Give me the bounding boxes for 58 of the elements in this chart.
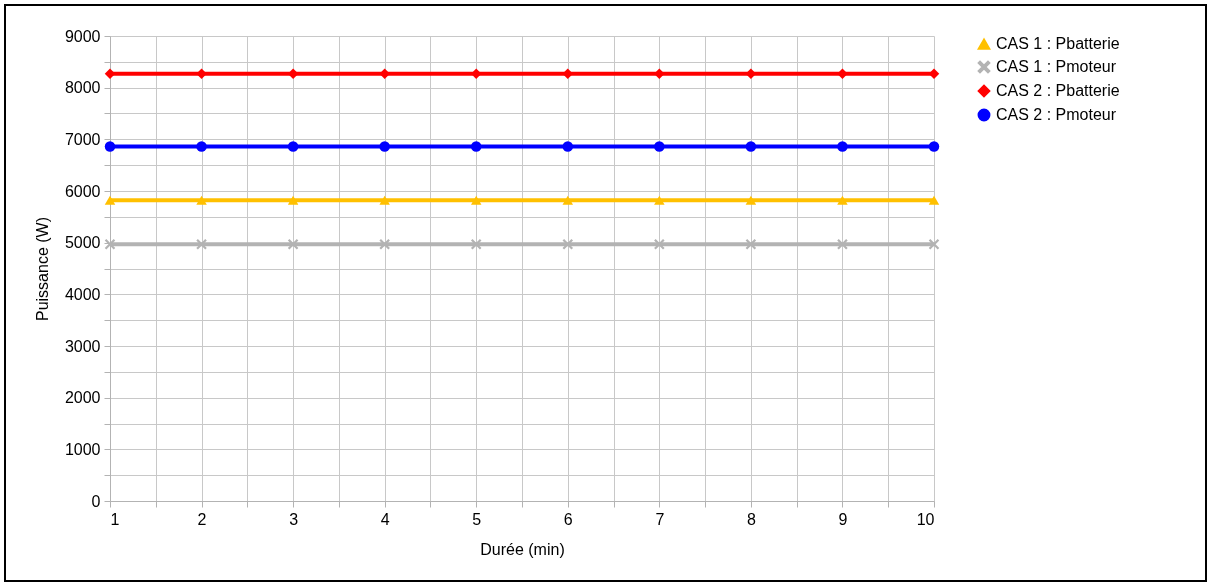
point: [379, 141, 390, 152]
point: [196, 238, 207, 250]
point: [928, 195, 940, 205]
point: [745, 195, 757, 205]
legend-label: CAS 2 : Pmoteur: [996, 106, 1117, 123]
point: [287, 238, 299, 250]
point: [104, 141, 116, 152]
y-tick-label: 3000: [64, 337, 101, 355]
point: [562, 141, 574, 152]
point: [196, 195, 207, 205]
x-tick-label: 5: [472, 510, 482, 528]
point: [470, 141, 482, 152]
point: [470, 238, 482, 250]
y-tick-label: 4000: [64, 285, 101, 303]
point: [837, 141, 848, 152]
point: [287, 141, 299, 152]
y-tick-label: 7000: [64, 130, 101, 148]
x-tick-label: 6: [563, 510, 573, 528]
x-tick-label: 1: [110, 510, 120, 528]
x-tick-label: 3: [289, 510, 299, 528]
y-tick-label: 1000: [64, 440, 101, 458]
point: [470, 195, 482, 205]
x-tick-label: 2: [197, 510, 207, 528]
point: [562, 195, 574, 205]
point: [196, 141, 207, 152]
y-axis-title: Puissance (W): [33, 216, 51, 322]
legend-label: CAS 1 : Pbatterie: [996, 35, 1120, 52]
x-axis-title: Durée (min): [480, 540, 565, 558]
point: [654, 238, 665, 250]
point: [104, 238, 116, 250]
point: [745, 141, 757, 152]
point: [196, 68, 207, 79]
point: [837, 238, 848, 250]
point: [745, 238, 757, 250]
point: [562, 238, 574, 250]
x-tick-label: 10: [916, 510, 935, 528]
point: [654, 195, 665, 205]
legend-label: CAS 1 : Pmoteur: [996, 58, 1117, 75]
point: [928, 141, 940, 152]
point: [654, 141, 665, 152]
point: [837, 195, 848, 205]
y-tick-label: 9000: [64, 27, 101, 45]
y-tick-label: 6000: [64, 182, 101, 200]
y-tick-label: 5000: [64, 234, 101, 252]
x-tick-label: 8: [746, 510, 756, 528]
x-tick-label: 4: [380, 510, 390, 528]
x-tick-label: 7: [655, 510, 665, 528]
point: [379, 238, 390, 250]
point: [837, 68, 848, 79]
y-tick-label: 8000: [64, 79, 101, 97]
y-tick-label: 2000: [64, 389, 101, 407]
point: [928, 238, 940, 250]
x-tick-label: 9: [838, 510, 848, 528]
point: [287, 195, 299, 205]
legend-label: CAS 2 : Pbatterie: [996, 82, 1120, 99]
y-tick-label: 0: [91, 492, 101, 510]
point: [379, 195, 390, 205]
point: [104, 195, 116, 205]
